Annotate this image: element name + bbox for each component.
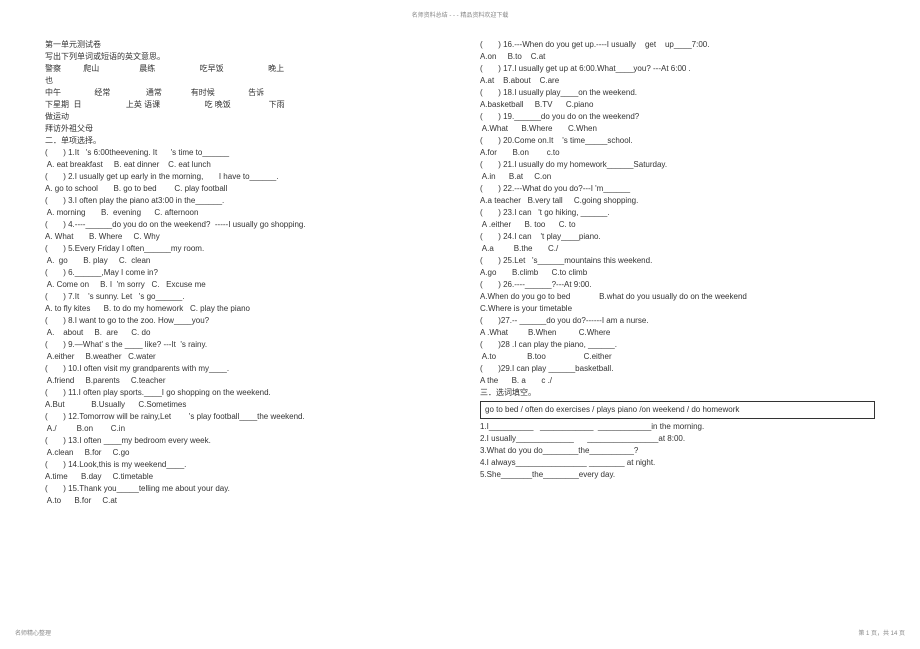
fill-line: 3.What do you do________the__________?: [480, 445, 875, 457]
vocab-row: 也: [45, 75, 440, 87]
question-line: A. eat breakfast B. eat dinner C. eat lu…: [45, 159, 440, 171]
left-column: 第一单元测试卷 写出下列单词或短语的英文意思。 警察 爬山 晨练 吃早饭 晚上 …: [45, 39, 440, 507]
question-line: A.at B.about C.are: [480, 75, 875, 87]
question-line: A the B. a c ./: [480, 375, 875, 387]
question-line: A.What B.Where C.When: [480, 123, 875, 135]
question-line: A.for B.on c.to: [480, 147, 875, 159]
vocab-row: 下星期 日 上英 语课 吃 晚饭 下雨: [45, 99, 440, 111]
question-line: ( ) 1.It 's 6:00theevening. It 's time t…: [45, 147, 440, 159]
question-line: ( ) 8.I want to go to the zoo. How____yo…: [45, 315, 440, 327]
question-line: A.a B.the C./: [480, 243, 875, 255]
question-line: ( ) 15.Thank you_____telling me about yo…: [45, 483, 440, 495]
fill-line: 2.I usually_____________ _______________…: [480, 433, 875, 445]
right-column: ( ) 16.---When do you get up.----I usual…: [480, 39, 875, 507]
question-line: A.go B.climb C.to climb: [480, 267, 875, 279]
question-line: ( ) 18.I usually play____on the weekend.: [480, 87, 875, 99]
question-line: ( ) 11.I often play sports.____I go shop…: [45, 387, 440, 399]
question-line: A.a teacher B.very tall C.going shopping…: [480, 195, 875, 207]
question-line: ( )29.I can play ______basketball.: [480, 363, 875, 375]
question-line: A.in B.at C.on: [480, 171, 875, 183]
question-line: ( ) 21.I usually do my homework______Sat…: [480, 159, 875, 171]
vocab-row: 警察 爬山 晨练 吃早饭 晚上: [45, 63, 440, 75]
question-line: A.on B.to C.at: [480, 51, 875, 63]
fill-line: 1.I__________ ____________ ____________i…: [480, 421, 875, 433]
unit-title: 第一单元测试卷: [45, 39, 440, 51]
question-line: ( ) 5.Every Friday I often______my room.: [45, 243, 440, 255]
question-line: ( ) 23.I can 't go hiking, ______.: [480, 207, 875, 219]
question-line: ( ) 26.----______?---At 9:00.: [480, 279, 875, 291]
question-line: A./ B.on C.in: [45, 423, 440, 435]
question-line: ( ) 4.----______do you do on the weekend…: [45, 219, 440, 231]
page-header: 名师资料总结 - - - 精品资料欢迎下载: [0, 0, 920, 19]
question-line: ( )28 .I can play the piano, ______.: [480, 339, 875, 351]
question-line: A.But B.Usually C.Sometimes: [45, 399, 440, 411]
question-line: ( ) 14.Look,this is my weekend____.: [45, 459, 440, 471]
section-heading: 二．单项选择。: [45, 135, 440, 147]
question-line: ( ) 6.______,May I come in?: [45, 267, 440, 279]
question-line: A.basketball B.TV C.piano: [480, 99, 875, 111]
footer-right: 第 1 页，共 14 页: [858, 628, 905, 637]
question-line: A.clean B.for C.go: [45, 447, 440, 459]
question-line: A.friend B.parents C.teacher: [45, 375, 440, 387]
question-line: A. about B. are C. do: [45, 327, 440, 339]
word-bank-box: go to bed / often do exercises / plays p…: [480, 401, 875, 419]
question-line: A. What B. Where C. Why: [45, 231, 440, 243]
instruction: 写出下列单词或短语的英文意思。: [45, 51, 440, 63]
question-line: A.time B.day C.timetable: [45, 471, 440, 483]
question-line: A. to fly kites B. to do my homework C. …: [45, 303, 440, 315]
fill-line: 4.I always________________ ________ at n…: [480, 457, 875, 469]
vocab-row: 做运动: [45, 111, 440, 123]
question-line: ( ) 19.______do you do on the weekend?: [480, 111, 875, 123]
question-line: ( ) 25.Let 's______mountains this weeken…: [480, 255, 875, 267]
question-line: A. Come on B. I 'm sorry C. Excuse me: [45, 279, 440, 291]
question-line: ( ) 10.I often visit my grandparents wit…: [45, 363, 440, 375]
question-line: ( ) 20.Come on.It 's time_____school.: [480, 135, 875, 147]
question-line: A .What B.When C.Where: [480, 327, 875, 339]
question-line: ( ) 24.I can 't play____piano.: [480, 231, 875, 243]
question-line: ( ) 3.I often play the piano at3:00 in t…: [45, 195, 440, 207]
question-line: A.When do you go to bed B.what do you us…: [480, 291, 875, 303]
question-line: A.to B.too C.either: [480, 351, 875, 363]
question-line: ( ) 22.---What do you do?---I 'm______: [480, 183, 875, 195]
question-line: C.Where is your timetable: [480, 303, 875, 315]
question-line: A. go B. play C. clean: [45, 255, 440, 267]
fill-line: 5.She_______the________every day.: [480, 469, 875, 481]
question-line: ( ) 2.I usually get up early in the morn…: [45, 171, 440, 183]
question-line: A.either B.weather C.water: [45, 351, 440, 363]
question-line: ( ) 17.I usually get up at 6:00.What____…: [480, 63, 875, 75]
question-line: ( ) 9.—What' s the ____ like? ---It 's r…: [45, 339, 440, 351]
question-line: A. morning B. evening C. afternoon: [45, 207, 440, 219]
question-line: ( ) 16.---When do you get up.----I usual…: [480, 39, 875, 51]
question-line: ( ) 12.Tomorrow will be rainy,Let 's pla…: [45, 411, 440, 423]
section-heading: 三．选词填空。: [480, 387, 875, 399]
question-line: A. go to school B. go to bed C. play foo…: [45, 183, 440, 195]
question-line: ( )27.-- ______do you do?------I am a nu…: [480, 315, 875, 327]
vocab-row: 中午 经常 通常 有时候 告诉: [45, 87, 440, 99]
page-content: 第一单元测试卷 写出下列单词或短语的英文意思。 警察 爬山 晨练 吃早饭 晚上 …: [0, 19, 920, 507]
footer-left: 名师精心整理: [15, 628, 51, 637]
question-line: A .either B. too C. to: [480, 219, 875, 231]
question-line: ( ) 13.I often ____my bedroom every week…: [45, 435, 440, 447]
vocab-row: 拜访外祖父母: [45, 123, 440, 135]
question-line: ( ) 7.It 's sunny. Let 's go______.: [45, 291, 440, 303]
question-line: A.to B.for C.at: [45, 495, 440, 507]
